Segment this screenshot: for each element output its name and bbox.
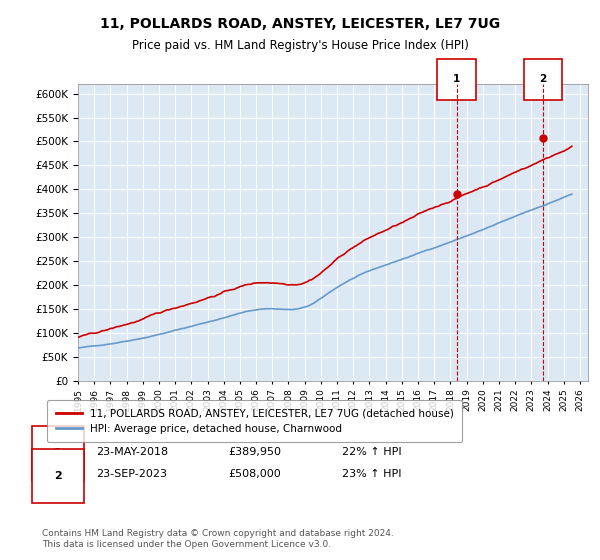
Text: 23% ↑ HPI: 23% ↑ HPI xyxy=(342,469,401,479)
Text: 23-SEP-2023: 23-SEP-2023 xyxy=(96,469,167,479)
Text: 22% ↑ HPI: 22% ↑ HPI xyxy=(342,447,401,457)
Text: Contains HM Land Registry data © Crown copyright and database right 2024.
This d: Contains HM Land Registry data © Crown c… xyxy=(42,529,394,549)
Text: 2: 2 xyxy=(54,471,62,481)
Text: 1: 1 xyxy=(453,74,460,84)
Text: 1: 1 xyxy=(54,449,62,459)
Text: 2: 2 xyxy=(539,74,547,84)
Text: 23-MAY-2018: 23-MAY-2018 xyxy=(96,447,168,457)
Text: £389,950: £389,950 xyxy=(228,447,281,457)
Text: £508,000: £508,000 xyxy=(228,469,281,479)
Legend: 11, POLLARDS ROAD, ANSTEY, LEICESTER, LE7 7UG (detached house), HPI: Average pri: 11, POLLARDS ROAD, ANSTEY, LEICESTER, LE… xyxy=(47,400,462,442)
Text: Price paid vs. HM Land Registry's House Price Index (HPI): Price paid vs. HM Land Registry's House … xyxy=(131,39,469,52)
Text: 11, POLLARDS ROAD, ANSTEY, LEICESTER, LE7 7UG: 11, POLLARDS ROAD, ANSTEY, LEICESTER, LE… xyxy=(100,17,500,31)
